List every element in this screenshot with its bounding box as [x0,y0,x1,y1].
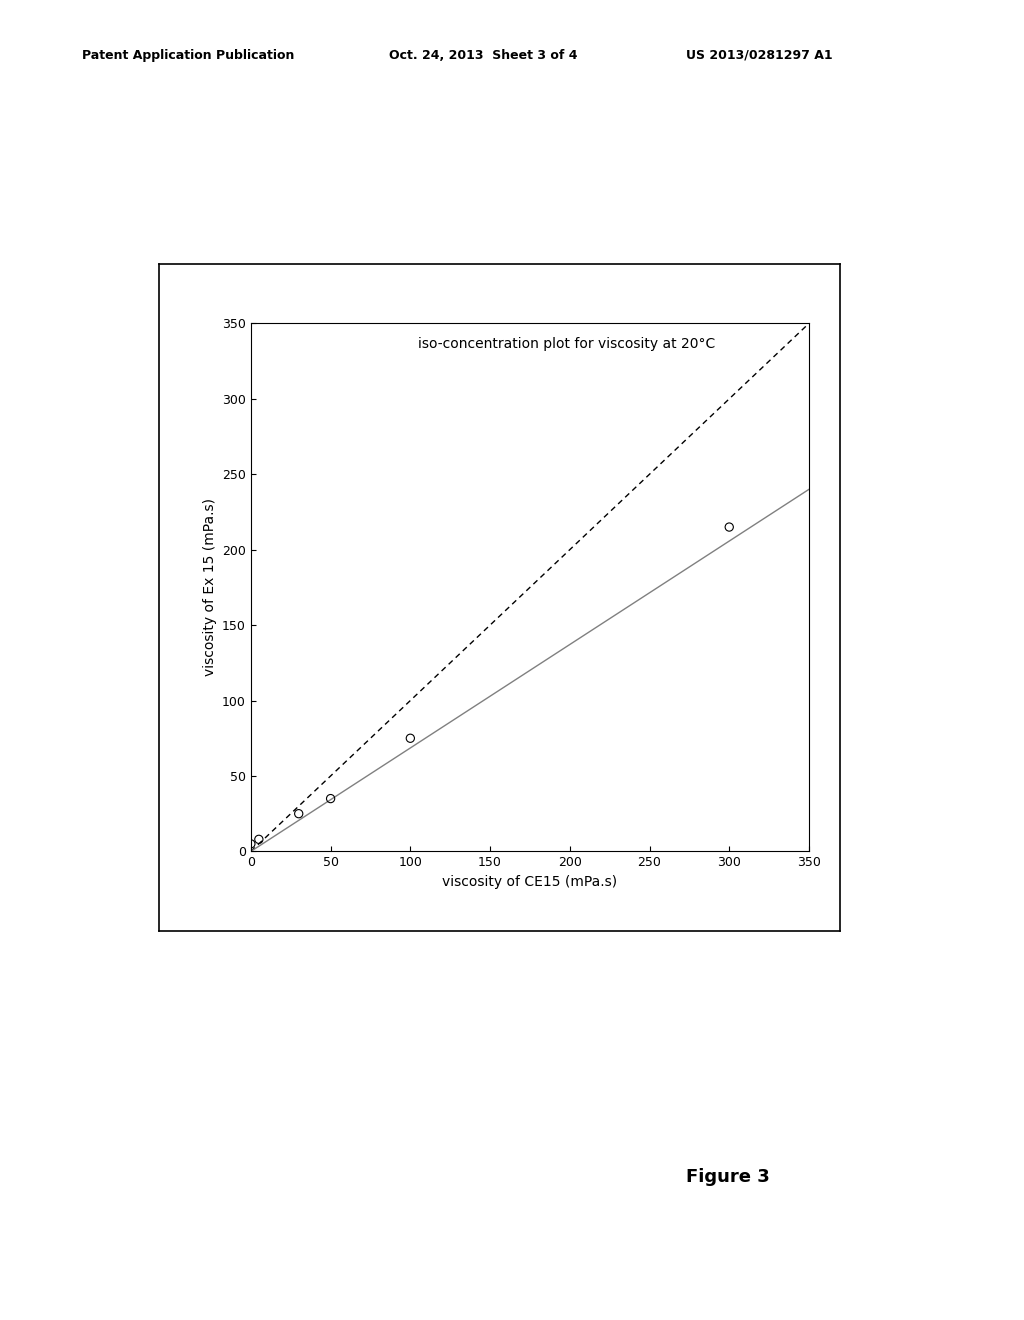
Point [243,833,259,854]
Point [402,727,419,748]
Text: iso-concentration plot for viscosity at 20°C: iso-concentration plot for viscosity at … [418,337,716,351]
Y-axis label: viscosity of Ex 15 (mPa.s): viscosity of Ex 15 (mPa.s) [203,499,217,676]
Point [251,829,267,850]
Point [291,803,307,824]
Point [323,788,339,809]
Point [721,516,737,537]
Text: Oct. 24, 2013  Sheet 3 of 4: Oct. 24, 2013 Sheet 3 of 4 [389,49,578,62]
Text: Patent Application Publication: Patent Application Publication [82,49,294,62]
X-axis label: viscosity of CE15 (mPa.s): viscosity of CE15 (mPa.s) [442,875,617,888]
Text: Figure 3: Figure 3 [686,1168,770,1187]
Text: US 2013/0281297 A1: US 2013/0281297 A1 [686,49,833,62]
